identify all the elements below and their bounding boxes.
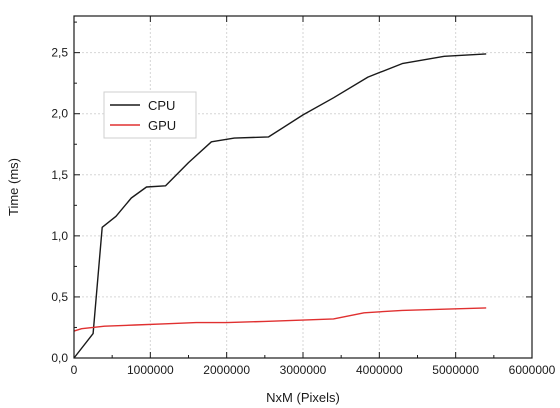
x-tick-label: 5000000 xyxy=(432,363,479,377)
y-tick-label: 1,5 xyxy=(51,168,68,182)
x-tick-label: 4000000 xyxy=(356,363,403,377)
x-tick-label: 1000000 xyxy=(127,363,174,377)
x-tick-label: 6000000 xyxy=(509,363,556,377)
plot-frame xyxy=(73,15,533,359)
y-tick-label: 0,0 xyxy=(51,351,68,365)
grid xyxy=(74,16,532,358)
axis-ticks xyxy=(73,16,533,359)
y-axis-title: Time (ms) xyxy=(6,158,21,216)
y-tick-label: 2,5 xyxy=(51,46,68,60)
x-tick-label: 2000000 xyxy=(203,363,250,377)
legend-label-gpu: GPU xyxy=(148,118,176,133)
series-lines xyxy=(73,53,487,359)
x-tick-label: 3000000 xyxy=(280,363,327,377)
y-tick-label: 2,0 xyxy=(51,107,68,121)
tick-labels: 0 1000000 2000000 3000000 4000000 5000000 6000… xyxy=(51,46,555,377)
series-line-cpu xyxy=(73,53,487,359)
legend-label-cpu: CPU xyxy=(148,98,175,113)
y-tick-label: 1,0 xyxy=(51,229,68,243)
x-axis-title: NxM (Pixels) xyxy=(266,390,340,405)
y-tick-label: 0,5 xyxy=(51,290,68,304)
legend: CPU GPU xyxy=(103,91,197,139)
legend-box xyxy=(103,91,197,139)
x-tick-label: 0 xyxy=(71,363,78,377)
series-line-gpu xyxy=(73,307,487,332)
